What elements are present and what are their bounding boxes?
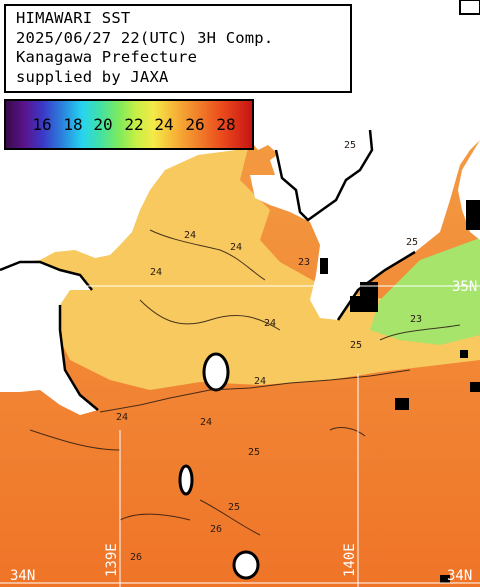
legend-label: 16: [32, 115, 52, 134]
legend-label: 18: [63, 115, 83, 134]
sea-cool-area: [370, 238, 480, 345]
no-data-blocks: [320, 200, 480, 583]
contour-label: 25: [228, 502, 240, 513]
island-2: [178, 464, 194, 496]
contour-label: 24: [150, 267, 162, 278]
legend-label: 28: [216, 115, 236, 134]
legend-label: 26: [185, 115, 205, 134]
graticule: [0, 285, 480, 587]
legend-gradient-bar: 16 18 20 22 24 26 28: [6, 101, 252, 148]
title-line-product: HIMAWARI SST: [16, 9, 131, 27]
contour-label: 24: [230, 242, 242, 253]
island-3: [232, 550, 260, 580]
coastline: [0, 129, 416, 411]
legend-label: 20: [93, 115, 113, 134]
contour-label: 25: [248, 447, 260, 458]
title-box: HIMAWARI SST 2025/06/27 22(UTC) 3H Comp.…: [4, 4, 352, 93]
contour-label: 26: [210, 524, 222, 535]
color-legend: 16 18 20 22 24 26 28: [4, 99, 254, 150]
lon-label-140e: 140E: [342, 543, 358, 577]
land-izu: [0, 262, 98, 415]
title-line-datetime: 2025/06/27 22(UTC) 3H Comp.: [16, 28, 274, 47]
contour-label: 24: [184, 230, 196, 241]
land-miura: [270, 118, 372, 220]
contour-label: 24: [116, 412, 128, 423]
title-line-region: Kanagawa Prefecture: [16, 48, 198, 66]
lon-label-139e: 139E: [104, 543, 120, 577]
lat-label-35n-left: 35N: [10, 279, 35, 295]
contour-label: 24: [264, 318, 276, 329]
contour-label: 25: [350, 340, 362, 351]
lat-label-34n-right: 34N: [447, 568, 472, 584]
contours: [29, 229, 461, 536]
contour-label: 24: [200, 417, 212, 428]
lat-label-35n-right: 35N: [452, 279, 477, 295]
contour-label: 25: [344, 140, 356, 151]
legend-label: 24: [154, 115, 174, 134]
title-line-supplier: supplied by JAXA: [16, 67, 169, 86]
contour-label: 23: [298, 257, 310, 268]
contour-label: 25: [406, 237, 418, 248]
lat-label-34n-left: 34N: [10, 568, 35, 584]
island-1: [202, 352, 230, 392]
island-4: [459, 0, 480, 15]
contour-label: 26: [130, 552, 142, 563]
legend-label: 22: [124, 115, 144, 134]
contour-label: 23: [410, 314, 422, 325]
contour-label: 24: [254, 376, 266, 387]
